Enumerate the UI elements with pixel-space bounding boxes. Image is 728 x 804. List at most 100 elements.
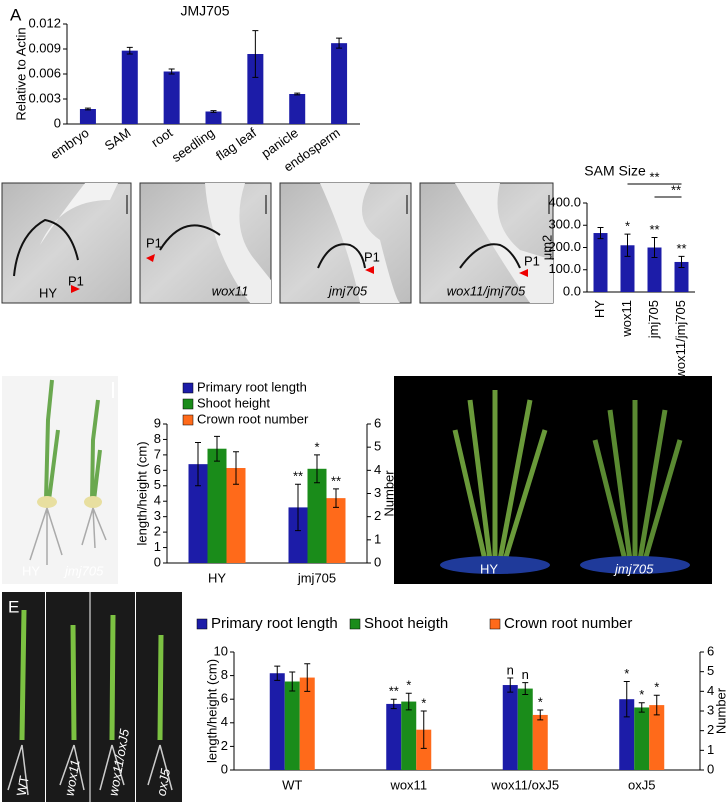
error-bar	[333, 488, 339, 508]
y-tick-label: 3	[154, 508, 161, 523]
error-bar	[638, 702, 645, 713]
bracket-label: **	[671, 182, 681, 197]
x-tick-label: flag leaf	[213, 125, 259, 164]
p1-label: P1	[524, 253, 540, 268]
error-bar	[84, 107, 91, 111]
error-bar	[420, 710, 427, 749]
shoots	[19, 609, 164, 741]
y2-axis-label: Number	[713, 687, 728, 734]
tillers	[592, 400, 683, 561]
y-tick-label: 4	[154, 493, 161, 508]
legend-label: Primary root length	[197, 379, 307, 394]
bar	[247, 54, 264, 124]
genotype-label: jmj705	[327, 283, 368, 298]
bar	[307, 468, 327, 563]
error-bar	[314, 454, 320, 484]
p1-label: P1	[364, 249, 380, 264]
y2-tick-label: 4	[707, 683, 714, 698]
y-tick-label: 400.0	[548, 194, 581, 209]
genotype-label: jmj705	[63, 563, 104, 578]
legend-label: Primary root length	[211, 615, 338, 632]
photo-bg	[2, 376, 118, 584]
y-tick-label: 5	[154, 477, 161, 492]
chart-title: JMJ705	[180, 3, 229, 19]
y-axis-label: length/height (cm)	[134, 441, 149, 545]
y-tick-label: 0.006	[28, 65, 61, 80]
y-tick-label: 6	[221, 691, 228, 706]
significance-label: *	[639, 687, 644, 702]
legend-swatch	[196, 618, 208, 630]
significance-label: *	[406, 678, 411, 693]
roots	[29, 507, 107, 565]
bar	[416, 729, 432, 770]
bracket-label: **	[649, 169, 659, 184]
error-bar	[597, 226, 604, 240]
y-axis-label: Relative to Actin	[13, 27, 28, 120]
p1-arrow	[519, 269, 528, 277]
y2-tick-label: 1	[707, 742, 714, 757]
panel-letter: A	[10, 5, 22, 24]
legend-label: Crown root number	[504, 615, 632, 632]
error-bar	[623, 681, 630, 718]
legend-label: Shoot height	[197, 395, 270, 410]
error-bar	[210, 110, 217, 113]
error-bar	[233, 451, 239, 485]
x-tick-label: jmj705	[297, 570, 336, 585]
error-bar	[653, 694, 660, 716]
x-tick-label: HY	[208, 570, 226, 585]
pot	[440, 556, 550, 574]
y-tick-label: 1	[154, 539, 161, 554]
significance-label: *	[624, 666, 629, 681]
bar	[207, 448, 227, 563]
error-bar	[214, 435, 220, 462]
p1-arrow	[146, 254, 155, 262]
x-tick-label: wox11/jmj705	[673, 300, 688, 380]
error-bar	[126, 46, 133, 55]
genotype-label: HY	[39, 285, 57, 300]
bar	[284, 681, 300, 770]
error-bar	[522, 682, 529, 695]
bar	[647, 247, 662, 292]
x-tick-label: root	[148, 125, 175, 150]
significance-label: *	[625, 219, 630, 234]
legend-swatch	[182, 398, 194, 410]
p1-arrow	[365, 266, 374, 274]
y-tick-label: 2	[154, 524, 161, 539]
roots	[7, 744, 173, 796]
significance-label: *	[538, 694, 543, 709]
bar	[226, 468, 246, 563]
significance-label: *	[421, 695, 426, 710]
error-bar	[405, 692, 412, 711]
y2-tick-label: 3	[707, 702, 714, 717]
legend-label: Shoot heigth	[364, 615, 448, 632]
bar	[121, 50, 138, 124]
x-tick-label: HY	[592, 300, 607, 318]
x-tick-label: wox11	[619, 300, 634, 338]
error-bar	[252, 30, 259, 78]
bar	[593, 233, 608, 292]
error-bar	[304, 663, 311, 692]
y-tick-label: 0	[221, 761, 228, 776]
y-tick-label: 8	[154, 431, 161, 446]
significance-label: **	[389, 684, 399, 699]
significance-label: n	[522, 667, 529, 682]
bar	[649, 705, 665, 770]
p1-label: P1	[146, 235, 162, 250]
meristem-outline	[459, 243, 521, 269]
y2-tick-label: 5	[707, 663, 714, 678]
significance-label: *	[654, 680, 659, 695]
error-bar	[168, 68, 175, 75]
y2-tick-label: 3	[374, 485, 381, 500]
y2-tick-label: 0	[374, 554, 381, 569]
y-tick-label: 6	[154, 462, 161, 477]
bar	[331, 43, 348, 124]
x-tick-label: embryo	[47, 125, 91, 162]
bar	[299, 677, 315, 770]
error-bar	[295, 483, 301, 532]
bar	[269, 673, 285, 770]
bar	[188, 464, 208, 563]
bar	[288, 507, 308, 563]
meristem-outline	[159, 224, 221, 251]
y-tick-label: 0	[54, 115, 61, 130]
